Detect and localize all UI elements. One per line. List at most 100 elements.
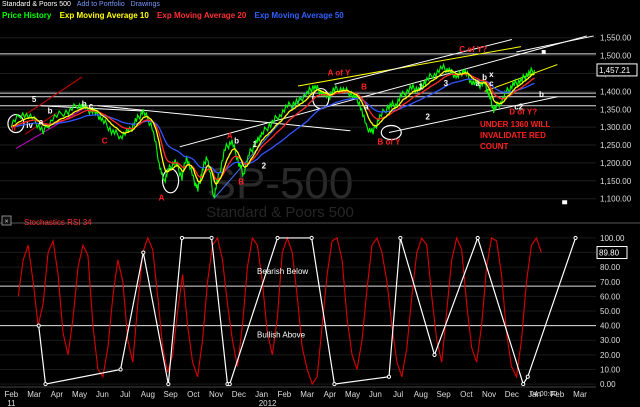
wave-label: c (489, 79, 494, 88)
price-tick-label: 1,350.00 (600, 105, 632, 114)
wave-label: b (482, 73, 487, 82)
price-tick-label: 1,200.00 (600, 159, 632, 168)
wave-circle (162, 168, 180, 194)
year-label: 2012 (259, 399, 277, 407)
stoch-rsi-line (17, 236, 542, 386)
wave-label: 1 (419, 83, 424, 92)
wave-label: 2 (262, 161, 267, 170)
wave-label: iv (26, 121, 33, 130)
wave-label: B of Y (378, 137, 402, 146)
time-axis: Feb Mar Apr May Jun Jul Aug Sep Oct Nov Dec Jan Feb M… (0, 386, 596, 407)
time-tick-label: Aug (141, 390, 155, 399)
legend-ema10: Exp Moving Average 10 (59, 11, 149, 20)
stoch-tick-label: 70.00 (600, 278, 621, 287)
wave-circle (380, 124, 402, 141)
trendline (297, 46, 522, 87)
stoch-tick-label: 30.00 (600, 336, 621, 345)
ema-50-line (11, 78, 535, 174)
price-tick-label: 1,550.00 (600, 34, 632, 43)
time-tick-label: Dec (505, 390, 519, 399)
time-tick-label: Jun (96, 390, 109, 399)
time-tick-label: Mar (27, 390, 41, 399)
time-tick-label: Jan (255, 390, 268, 399)
year-label: 11 (7, 399, 16, 407)
stoch-wave-node (166, 381, 171, 387)
time-tick-label: Dec (232, 390, 246, 399)
wave-label: C (102, 136, 108, 145)
title-bar: Standard & Poors 500 Add to Portfolio Dr… (0, 0, 640, 9)
wave-label: 5 (32, 95, 37, 104)
time-tick-label: Aug (414, 390, 428, 399)
stoch-wave-node (332, 381, 337, 387)
stoch-wave-node (43, 381, 48, 387)
trendline (97, 105, 351, 132)
last-price-value: 1,457.21 (599, 66, 631, 75)
time-tick-label: Apr (51, 390, 64, 399)
stoch-level-label: Bullish Above (257, 331, 306, 340)
stoch-wave-node (386, 374, 392, 379)
time-tick-label: Mar (573, 390, 587, 399)
stoch-axis: 0.00 10.00 20.00 30.00 40.00 50.00 60.00 70.00 8… (596, 234, 628, 389)
price-tick-label: 1,400.00 (600, 87, 632, 96)
trendline (516, 35, 594, 53)
chart-svg: SP-500 Standard & Poors 500 A C A Bb 1 2 A of … (0, 34, 640, 407)
marker (541, 50, 546, 55)
trendline (213, 91, 308, 200)
stoch-tick-label: 80.00 (600, 263, 621, 272)
stoch-tick-label: 10.00 (600, 365, 621, 374)
trendline (22, 76, 83, 117)
time-tick-label: Mar (300, 390, 314, 399)
time-tick-label: Oct (460, 390, 473, 399)
stoch-wave-node (521, 381, 526, 387)
stoch-tick-label: 60.00 (600, 292, 621, 301)
time-tick-label: Jul (120, 390, 130, 399)
stoch-panel: Bearish Below Bullish Above (0, 235, 596, 387)
legend-price: Price History (2, 11, 52, 20)
time-tick-label: Apr (324, 390, 337, 399)
marker (562, 200, 568, 205)
wave-label: A (159, 193, 165, 202)
stoch-wave-node (36, 323, 41, 328)
time-tick-label: Oct (187, 390, 200, 399)
price-tick-label: 1,100.00 (600, 195, 632, 204)
stoch-wave-node (209, 235, 214, 241)
watermark-title: SP-500 (207, 159, 354, 208)
stoch-wave-node (432, 352, 437, 357)
time-tick-label: May (72, 390, 87, 399)
stoch-header: × Stochastics RSI 34 (1, 215, 92, 227)
wave-label: D of Y? (509, 108, 537, 117)
wave-label: b (82, 99, 87, 108)
wave-label: x (489, 70, 494, 79)
wave-label: 3 (444, 79, 449, 88)
price-axis: 1,100.00 1,150.00 1,200.00 1,250.00 1,300.00… (596, 34, 638, 204)
last-price-box (596, 63, 638, 77)
legend: Price History Exp Moving Average 10 Exp … (0, 9, 640, 23)
wave-label: c2 (514, 102, 523, 111)
add-to-portfolio-link[interactable]: Add to Portfolio (76, 1, 125, 8)
watermark-subtitle: Standard & Poors 500 (206, 204, 354, 221)
wave-label: A of Y (328, 68, 351, 77)
time-tick-label: Sep (436, 390, 451, 399)
stoch-wave-node (275, 235, 280, 241)
stoch-wave-node (141, 250, 146, 255)
time-tick-label: Jan (528, 390, 541, 399)
stoch-wave-node (475, 235, 480, 241)
stoch-tick-label: 0.00 (600, 380, 616, 389)
trendline (15, 105, 89, 150)
wave-label: A (227, 132, 233, 141)
drawings-link[interactable]: Drawings (130, 1, 160, 8)
stoch-level-label: Bearish Below (257, 267, 308, 276)
invalidation-note: INVALIDATE RED (480, 131, 546, 140)
stoch-wave-node (227, 381, 232, 387)
wave-label: b (234, 136, 239, 145)
trendline (179, 35, 588, 148)
wave-label: b (539, 90, 544, 99)
stoch-tick-label: 100.00 (600, 234, 625, 243)
price-panel: SP-500 Standard & Poors 500 A C A Bb 1 2 A of … (0, 35, 596, 221)
wave-label: 2 (425, 112, 430, 121)
time-label: 04:00:00 (530, 391, 557, 398)
time-tick-label: Jun (369, 390, 382, 399)
time-tick-label: Feb (550, 390, 564, 399)
stoch-wave-node (309, 235, 314, 241)
